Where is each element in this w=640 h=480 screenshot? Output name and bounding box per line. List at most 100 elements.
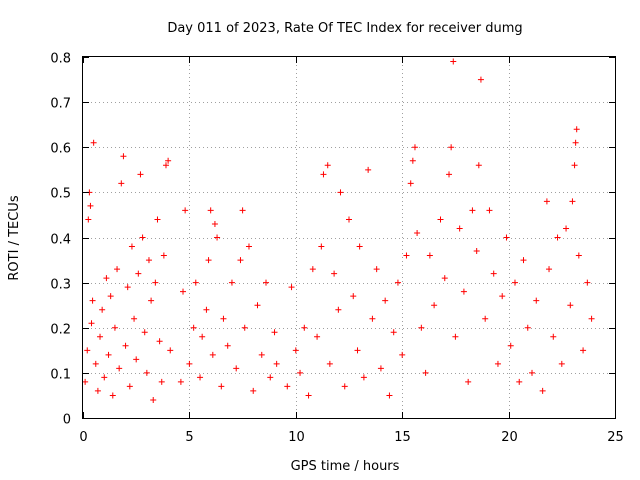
y-tick-label: 0: [63, 413, 71, 428]
data-point: [365, 166, 372, 173]
data-point: [207, 207, 214, 214]
data-point: [297, 369, 304, 376]
data-point: [411, 144, 418, 151]
data-point: [446, 171, 453, 178]
data-point: [90, 139, 97, 146]
x-tick-labels: 0 5 10 15 20 25: [79, 430, 623, 445]
data-point: [399, 351, 406, 358]
y-tick-label: 0.7: [50, 97, 71, 112]
data-point: [209, 351, 216, 358]
data-point: [418, 324, 425, 331]
data-point: [422, 369, 429, 376]
data-point: [473, 248, 480, 255]
data-point: [228, 279, 235, 286]
data-point: [499, 293, 506, 300]
data-point: [241, 324, 248, 331]
data-point: [452, 333, 459, 340]
data-point: [245, 243, 252, 250]
data-point: [126, 383, 133, 390]
data-point: [190, 324, 197, 331]
data-point: [131, 315, 138, 322]
data-point: [318, 243, 325, 250]
data-point: [218, 383, 225, 390]
data-point: [465, 378, 472, 385]
data-point: [271, 329, 278, 336]
data-point: [199, 333, 206, 340]
data-point: [431, 302, 438, 309]
data-point: [109, 392, 116, 399]
data-point: [456, 225, 463, 232]
data-point: [320, 171, 327, 178]
data-point: [258, 351, 265, 358]
data-point: [120, 153, 127, 160]
data-point: [107, 293, 114, 300]
data-point: [88, 320, 95, 327]
data-point: [263, 279, 270, 286]
data-point: [220, 315, 227, 322]
chart-title: Day 011 of 2023, Rate Of TEC Index for r…: [167, 21, 522, 36]
y-tick-label: 0.5: [50, 187, 71, 202]
data-point: [516, 378, 523, 385]
data-point: [390, 329, 397, 336]
data-point: [575, 252, 582, 259]
y-tick-label: 0.4: [50, 233, 71, 248]
x-tick-label: 20: [501, 430, 518, 445]
data-point: [350, 293, 357, 300]
data-point: [588, 315, 595, 322]
data-point: [237, 257, 244, 264]
data-point: [567, 302, 574, 309]
data-point: [267, 374, 274, 381]
data-point: [490, 270, 497, 277]
data-point: [182, 207, 189, 214]
data-point: [503, 234, 510, 241]
data-point: [239, 207, 246, 214]
data-point: [105, 351, 112, 358]
x-tick-label: 0: [79, 430, 87, 445]
data-point: [233, 365, 240, 372]
data-point: [118, 180, 125, 187]
data-point: [386, 392, 393, 399]
data-point: [94, 387, 101, 394]
data-point: [414, 229, 421, 236]
data-point: [211, 220, 218, 227]
data-point: [529, 369, 536, 376]
data-point: [133, 356, 140, 363]
data-point: [563, 225, 570, 232]
data-point: [160, 252, 167, 259]
data-point: [524, 324, 531, 331]
data-point: [116, 365, 123, 372]
y-axis-label: ROTI / TECUs: [7, 195, 22, 280]
data-point: [154, 216, 161, 223]
data-point: [324, 162, 331, 169]
data-point: [180, 288, 187, 295]
data-point: [103, 275, 110, 282]
data-point: [224, 342, 231, 349]
data-point: [507, 342, 514, 349]
data-point: [494, 360, 501, 367]
data-point: [369, 315, 376, 322]
data-point: [137, 171, 144, 178]
data-point: [284, 383, 291, 390]
data-point: [128, 243, 135, 250]
data-point: [143, 369, 150, 376]
data-point: [92, 360, 99, 367]
x-axis-label: GPS time / hours: [291, 459, 400, 474]
data-point: [584, 279, 591, 286]
data-point: [158, 378, 165, 385]
data-point: [477, 76, 484, 83]
data-point: [377, 365, 384, 372]
y-tick-label: 0.2: [50, 323, 71, 338]
data-point: [111, 324, 118, 331]
x-tick-label: 5: [185, 430, 193, 445]
data-point: [292, 347, 299, 354]
data-point: [573, 126, 580, 133]
data-point: [101, 374, 108, 381]
data-point: [145, 257, 152, 264]
data-point: [301, 324, 308, 331]
plot-frame: [82, 56, 616, 419]
y-tick-label: 0.8: [50, 52, 71, 67]
data-point: [197, 374, 204, 381]
data-point: [554, 234, 561, 241]
data-point: [437, 216, 444, 223]
data-point: [543, 198, 550, 205]
